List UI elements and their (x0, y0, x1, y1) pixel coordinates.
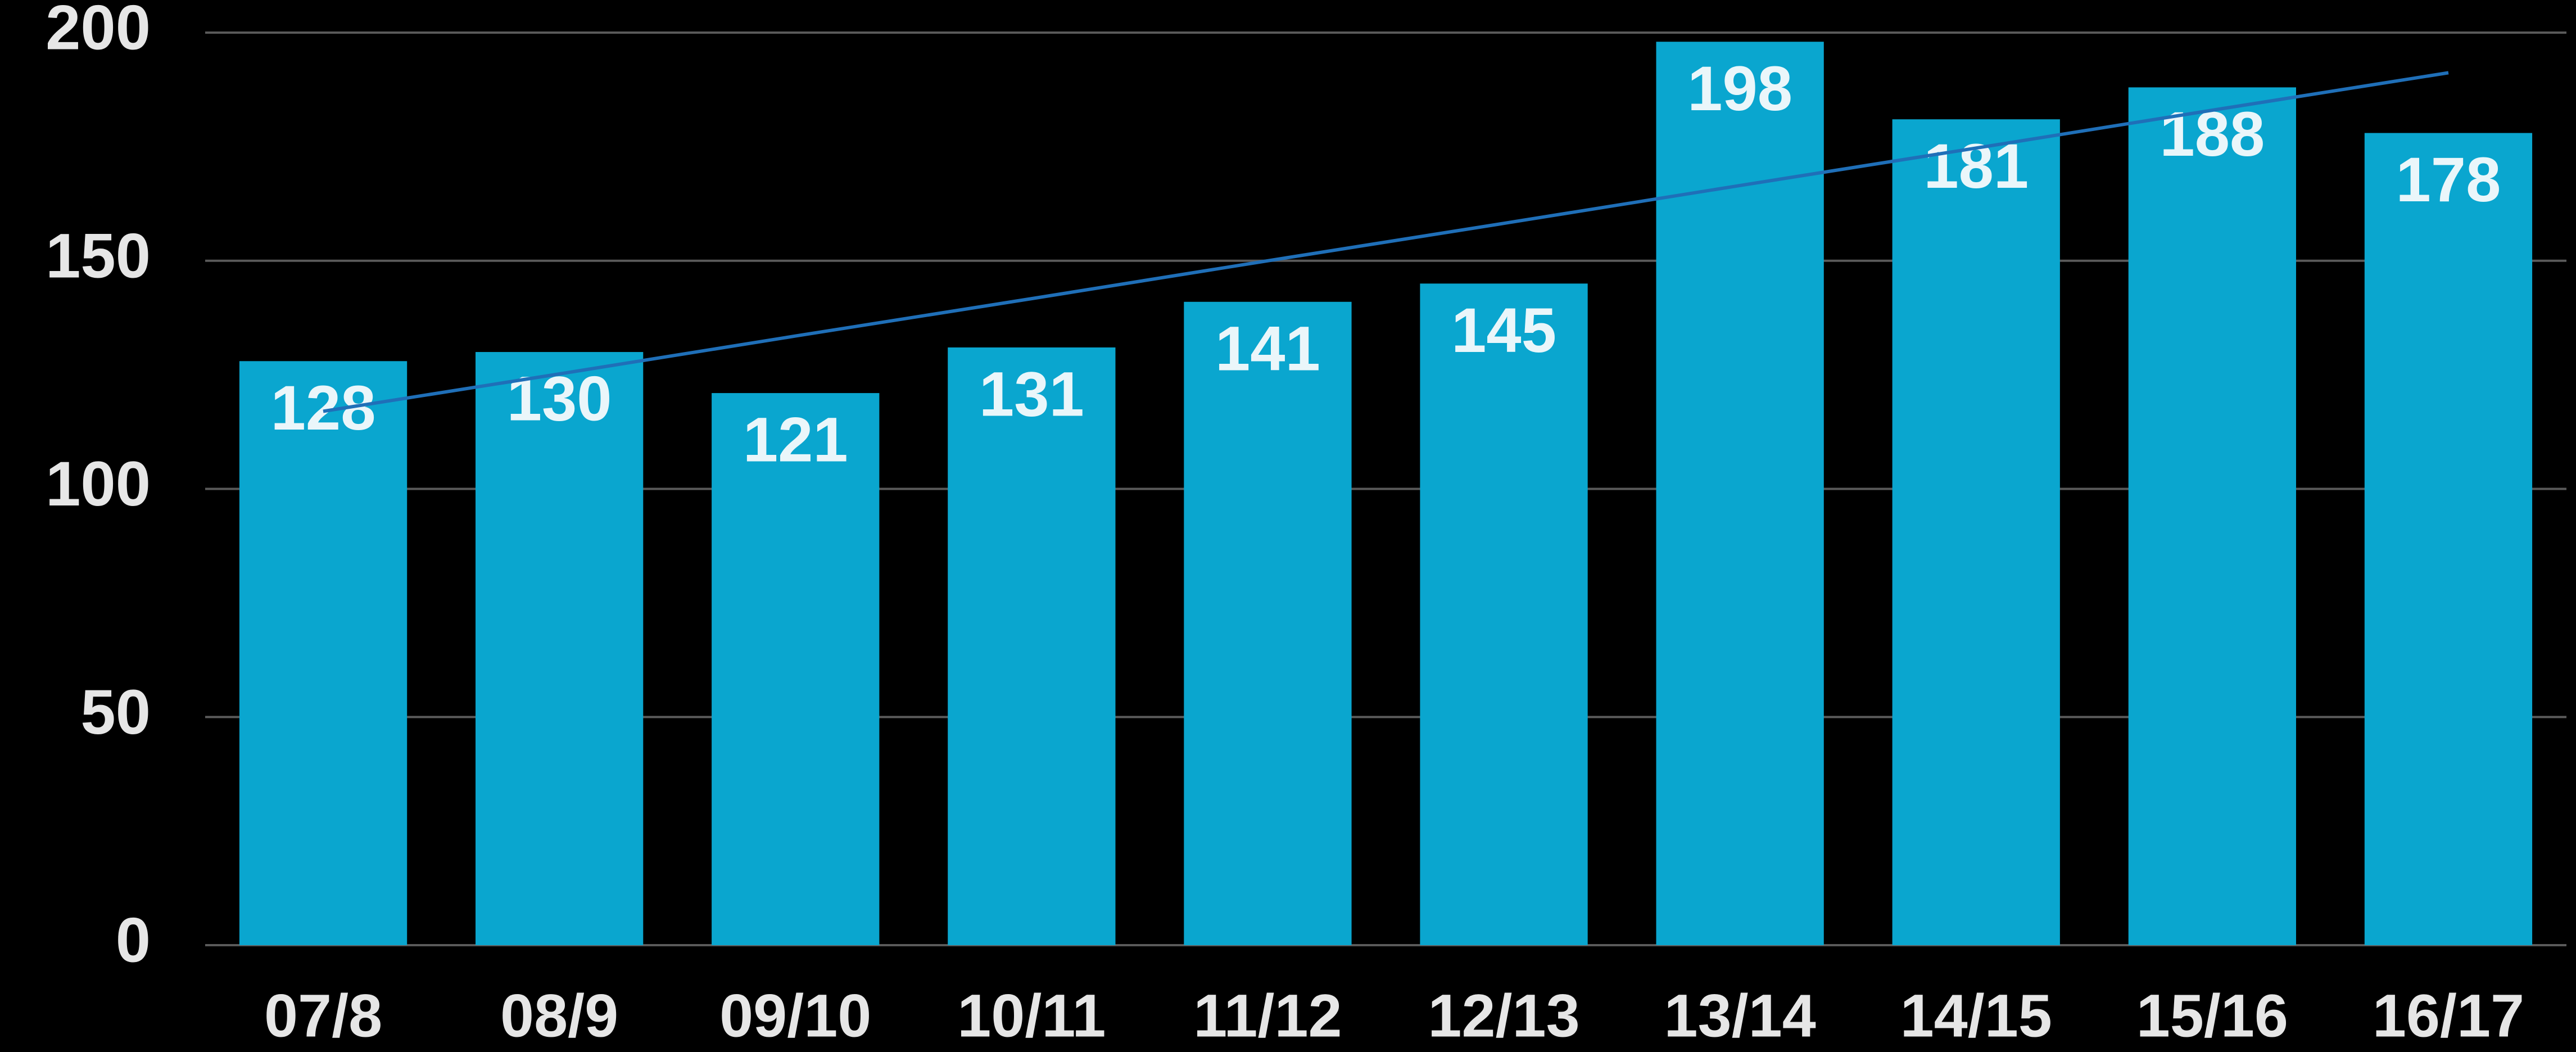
value-label: 198 (1687, 53, 1792, 124)
bar (1184, 301, 1352, 946)
y-tick-label: 0 (116, 905, 151, 976)
x-tick-label: 14/15 (1900, 982, 2052, 1050)
y-tick-label: 200 (46, 0, 151, 63)
value-label: 131 (979, 359, 1084, 430)
bar (2128, 87, 2296, 945)
bar (239, 361, 408, 945)
y-tick-label: 100 (46, 449, 151, 519)
x-tick-label: 11/12 (1193, 982, 1342, 1050)
x-tick-label: 16/17 (2373, 982, 2524, 1050)
x-tick-label: 13/14 (1664, 982, 1816, 1050)
x-tick-label: 15/16 (2136, 982, 2288, 1050)
y-tick-label: 50 (80, 677, 151, 747)
bar (1656, 42, 1824, 946)
bar (2364, 133, 2533, 945)
trend-line (323, 71, 2449, 413)
value-label: 145 (1451, 295, 1556, 365)
bar (948, 347, 1116, 945)
value-label: 128 (271, 373, 376, 443)
x-tick-label: 12/13 (1428, 982, 1579, 1050)
value-label: 178 (2396, 145, 2501, 215)
y-tick-label: 150 (46, 220, 151, 291)
bar (476, 352, 644, 945)
value-label: 141 (1215, 313, 1320, 383)
x-tick-label: 07/8 (264, 982, 382, 1050)
bar (1892, 119, 2060, 945)
x-tick-label: 08/9 (500, 982, 618, 1050)
bar (712, 393, 880, 945)
value-label: 121 (743, 405, 848, 475)
x-tick-label: 10/11 (957, 982, 1106, 1050)
bar (1420, 283, 1588, 946)
x-tick-label: 09/10 (719, 982, 871, 1050)
